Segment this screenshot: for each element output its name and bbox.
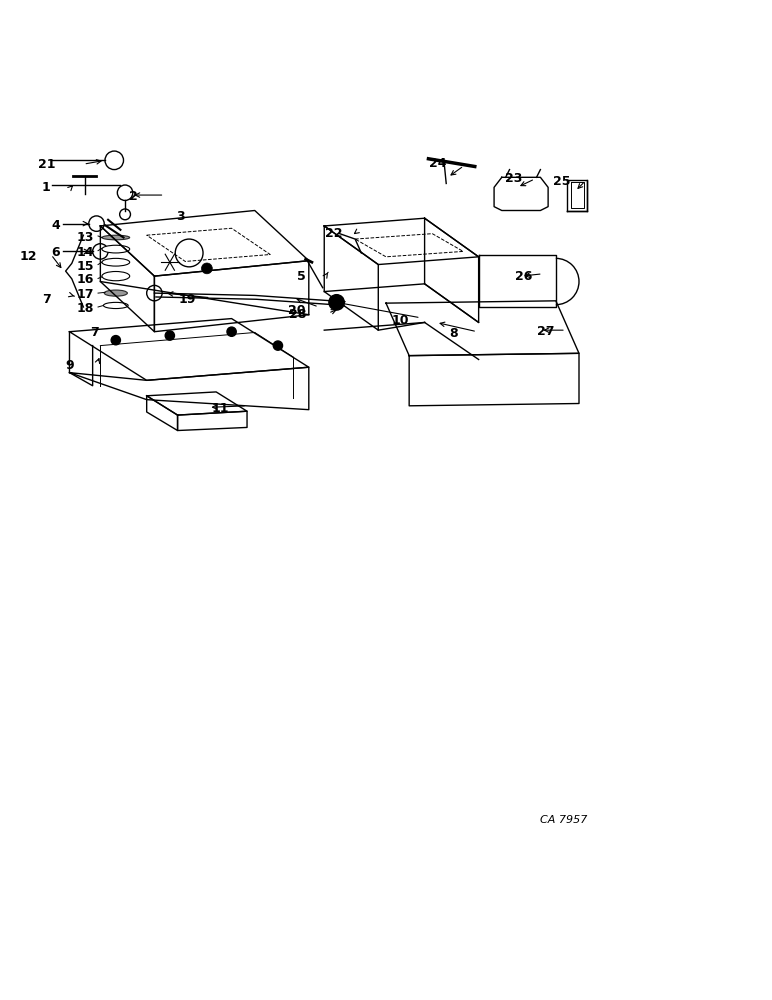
Circle shape [165,331,174,340]
Text: 9: 9 [65,359,74,372]
Text: 12: 12 [20,250,37,263]
Ellipse shape [104,290,127,296]
Text: 24: 24 [429,157,446,170]
Circle shape [273,341,283,350]
Ellipse shape [102,245,130,253]
Ellipse shape [103,302,128,309]
Text: 16: 16 [76,273,93,286]
Circle shape [329,295,344,310]
Text: 3: 3 [176,210,185,223]
Circle shape [201,263,212,274]
Text: 5: 5 [296,270,306,283]
Text: 15: 15 [76,260,93,273]
Text: 8: 8 [449,327,459,340]
Circle shape [227,327,236,336]
Text: 10: 10 [391,314,408,327]
Text: 13: 13 [76,231,93,244]
Text: 28: 28 [290,308,306,321]
Ellipse shape [102,235,130,240]
Text: 19: 19 [179,293,196,306]
Text: 11: 11 [212,402,229,415]
Text: 27: 27 [537,325,554,338]
Text: 21: 21 [38,158,55,171]
Text: 20: 20 [289,304,306,317]
Circle shape [111,336,120,345]
Text: 14: 14 [76,246,93,259]
Text: 18: 18 [76,302,93,315]
Text: 4: 4 [51,219,60,232]
Ellipse shape [102,258,130,266]
Text: 23: 23 [505,172,522,185]
Text: 1: 1 [42,181,51,194]
Text: 6: 6 [51,246,60,259]
Text: 2: 2 [129,190,138,203]
Ellipse shape [102,271,130,281]
Text: 7: 7 [42,293,51,306]
Text: 25: 25 [554,175,571,188]
Text: 17: 17 [76,288,93,301]
Text: 7: 7 [90,326,99,339]
Text: 22: 22 [325,227,342,240]
Text: CA 7957: CA 7957 [540,815,587,825]
Text: 26: 26 [515,270,532,283]
